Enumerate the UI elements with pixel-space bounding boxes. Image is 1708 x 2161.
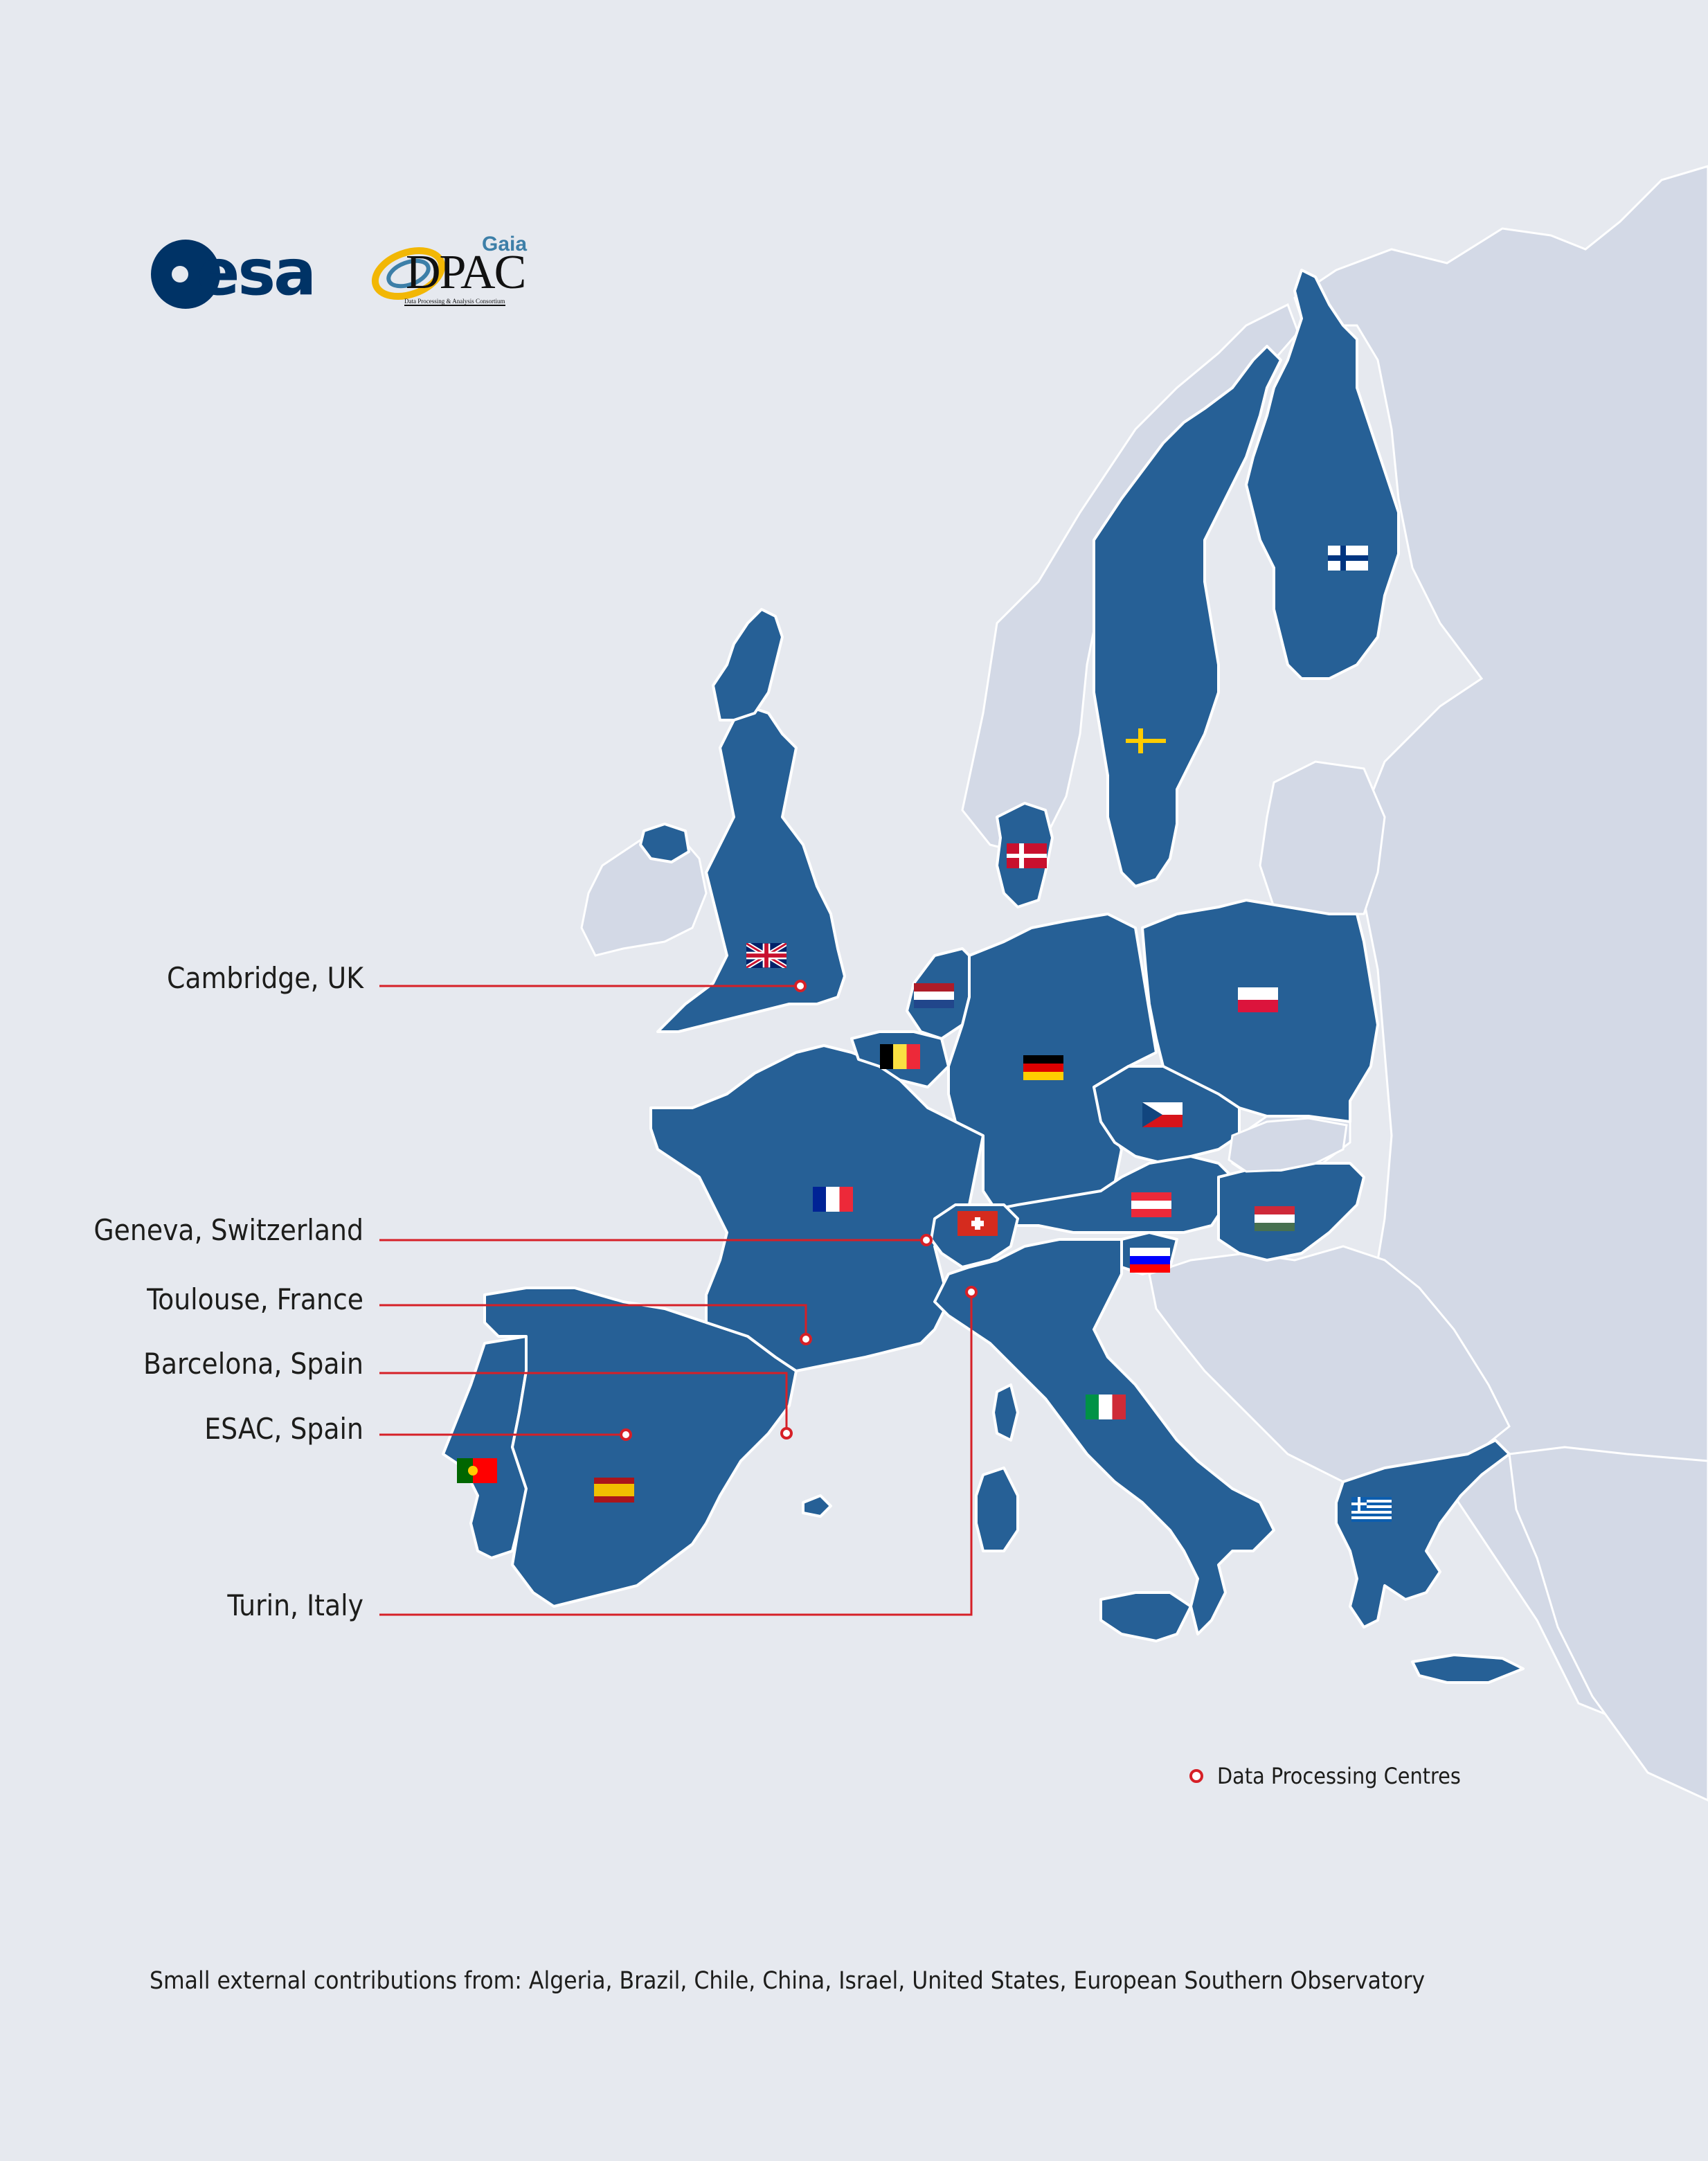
finland-land <box>1245 269 1400 680</box>
finland-flag <box>1328 546 1368 571</box>
germany-flag <box>1023 1055 1063 1080</box>
france-flag <box>813 1187 853 1212</box>
poland-flag <box>1238 987 1278 1012</box>
label-toulouse: Toulouse, France <box>147 1282 363 1316</box>
legend-label: Data Processing Centres <box>1217 1763 1461 1789</box>
label-geneva: Geneva, Switzerland <box>93 1213 363 1247</box>
scotland-land <box>712 608 784 721</box>
greece-flag <box>1351 1497 1392 1522</box>
slovenia-flag <box>1130 1248 1170 1273</box>
dpac-text: DPAC <box>406 246 526 299</box>
uk-land <box>656 705 846 1033</box>
data-centre-markers <box>620 980 978 1441</box>
sicily-land <box>1099 1591 1192 1642</box>
sardinia-land <box>975 1467 1019 1552</box>
esa-logo: esa <box>151 235 338 310</box>
crete-land <box>1411 1653 1525 1684</box>
corsica-land <box>992 1383 1019 1442</box>
slovakia-overlay <box>1228 1117 1348 1173</box>
marker-turin <box>965 1286 978 1298</box>
switzerland-flag <box>958 1211 998 1236</box>
leader-lines <box>379 985 973 1616</box>
marker-geneva <box>920 1234 933 1246</box>
non-member-land <box>580 165 1708 1802</box>
greece-land <box>1335 1439 1511 1629</box>
sweden-land <box>1093 345 1282 888</box>
marker-toulouse <box>800 1333 812 1345</box>
baltic-states-land <box>1259 760 1386 915</box>
hungary-flag <box>1255 1206 1295 1231</box>
esa-logo-circle <box>151 240 220 309</box>
gaia-text: Gaia <box>482 233 528 255</box>
leader-barcelona <box>379 1372 788 1433</box>
footnote: Small external contributions from: Alger… <box>150 1967 1426 1995</box>
label-barcelona: Barcelona, Spain <box>143 1347 363 1381</box>
belgium-flag <box>880 1044 920 1069</box>
leader-turin <box>379 1292 973 1616</box>
lake-balaton-area <box>1228 1117 1348 1173</box>
marker-barcelona <box>780 1427 793 1440</box>
marker-esac <box>620 1428 632 1441</box>
label-cambridge: Cambridge, UK <box>166 961 363 995</box>
northern-ireland-land <box>639 823 690 863</box>
uk-flag <box>746 943 786 968</box>
spain-flag <box>594 1478 634 1503</box>
portugal-flag <box>457 1458 497 1483</box>
legend-marker-icon <box>1189 1769 1203 1783</box>
turkey-land <box>1508 1446 1708 1802</box>
italy-land <box>933 1238 1275 1635</box>
marker-cambridge <box>794 980 807 992</box>
dpac-swirl-icon <box>371 247 446 300</box>
sweden-flag <box>1126 728 1166 753</box>
balearic-land <box>802 1494 832 1518</box>
label-esac: ESAC, Spain <box>204 1412 363 1446</box>
italy-flag <box>1086 1395 1126 1419</box>
leader-toulouse <box>379 1304 807 1339</box>
czech-flag <box>1142 1102 1183 1127</box>
label-turin: Turin, Italy <box>227 1588 363 1622</box>
member-states <box>442 269 1525 1684</box>
esa-logo-text: esa <box>197 235 316 310</box>
netherlands-flag <box>914 983 954 1008</box>
austria-flag <box>1131 1192 1171 1217</box>
dpac-subtitle: Data Processing & Analysis Consortium <box>404 298 505 306</box>
denmark-flag <box>1007 843 1047 868</box>
gaia-dpac-logo: Gaia DPAC Data Processing & Analysis Con… <box>367 228 533 312</box>
